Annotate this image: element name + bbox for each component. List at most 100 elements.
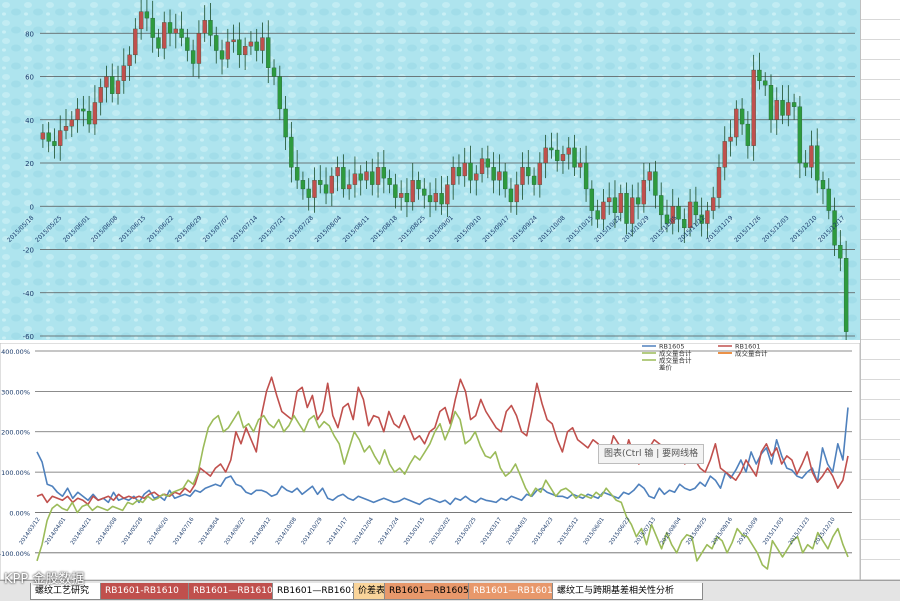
candle-body — [294, 167, 300, 181]
candle-body — [242, 46, 248, 56]
candle — [427, 182, 433, 218]
candle-body — [601, 201, 606, 220]
candle — [81, 95, 86, 127]
candle-body — [549, 147, 554, 151]
sheet-tab[interactable]: RB1601—RB1601 — [468, 583, 553, 600]
candle-body — [144, 11, 150, 19]
candle — [115, 65, 121, 105]
candle — [346, 169, 352, 200]
candle — [641, 163, 647, 213]
candle-body — [607, 197, 612, 203]
candle — [485, 145, 491, 179]
candle — [791, 93, 797, 120]
candle-body — [676, 206, 681, 220]
candle-body — [774, 100, 779, 120]
candle-body — [173, 28, 178, 34]
candle-body — [306, 188, 311, 198]
y-tick-label: 400.00% — [1, 348, 30, 356]
candle-body — [641, 180, 647, 205]
candle-body — [86, 110, 92, 125]
candle-body — [410, 180, 415, 203]
candle — [630, 184, 635, 237]
candle-body — [63, 126, 69, 131]
candle — [589, 180, 595, 226]
candle — [398, 180, 404, 211]
candle-body — [289, 136, 294, 168]
sheet-tab[interactable]: RB1601-RB1610 — [100, 583, 189, 600]
candle-body — [375, 167, 381, 185]
candle-body — [728, 136, 733, 142]
candle-body — [659, 195, 664, 216]
candle — [809, 130, 814, 179]
candle-body — [329, 175, 334, 194]
candle-body — [150, 17, 155, 38]
candle — [820, 171, 826, 205]
candle — [341, 154, 346, 198]
candle-body — [69, 119, 74, 127]
candle — [797, 95, 803, 179]
candle — [537, 152, 543, 198]
candle-body — [358, 173, 363, 181]
candle — [185, 28, 190, 62]
candle — [150, 0, 155, 53]
candle-body — [739, 108, 745, 125]
y-tick-label: 0.00% — [9, 509, 30, 517]
candle-body — [162, 22, 167, 49]
candle — [549, 132, 554, 159]
candle-body — [797, 106, 803, 164]
candle-body — [138, 11, 144, 30]
candle-body — [572, 147, 577, 168]
series-line — [36, 410, 849, 570]
candle-body — [612, 197, 618, 213]
candle-body — [531, 175, 537, 185]
candle — [433, 178, 439, 211]
candle — [387, 169, 392, 194]
plot-background — [0, 343, 860, 580]
candle-body — [722, 141, 727, 168]
candle — [110, 63, 115, 103]
legend-label: 差价 — [659, 363, 673, 372]
candle — [635, 182, 641, 220]
candle — [670, 188, 675, 235]
sheet-tab[interactable]: RB1601—RB1610 — [188, 583, 273, 600]
candle — [676, 197, 681, 233]
candle — [335, 156, 340, 192]
candle-body — [393, 184, 398, 198]
candle-body — [352, 173, 358, 185]
candle-body — [791, 102, 797, 107]
candle-body — [543, 147, 548, 164]
candle — [381, 150, 386, 194]
y-tick-label: 20 — [25, 160, 34, 168]
candle — [92, 85, 98, 135]
candle-body — [196, 33, 202, 64]
candle — [456, 154, 462, 185]
candle — [780, 85, 785, 125]
candle — [624, 182, 629, 235]
candle-body — [664, 214, 670, 224]
candle-body — [624, 193, 629, 224]
y-tick-label: 200.00% — [1, 429, 30, 437]
sheet-tab[interactable]: 螺纹工与跨期基差相关性分析 — [552, 583, 703, 600]
candle-body — [809, 145, 814, 168]
candle — [173, 13, 178, 49]
candle-body — [693, 201, 699, 216]
candle — [751, 54, 756, 161]
candle-body — [127, 54, 132, 66]
candle-body — [133, 28, 138, 56]
sheet-tab[interactable]: RB1601—RB1601 — [272, 583, 354, 600]
candle-body — [416, 180, 421, 190]
sheet-tab-bar: 螺纹工艺研究 RB1601-RB1610 RB1601—RB1610 RB1601—R… — [0, 580, 900, 601]
candle — [734, 100, 739, 146]
sheet-tab[interactable]: 价差表 — [353, 583, 385, 600]
candle-body — [768, 85, 774, 120]
candle — [133, 18, 138, 64]
candle-body — [589, 188, 595, 211]
candle — [664, 199, 670, 233]
candle — [566, 137, 571, 170]
candle-body — [277, 76, 282, 110]
candle-body — [826, 188, 831, 211]
sheet-tab[interactable]: RB1601—RB1605 — [384, 583, 469, 600]
candle-body — [555, 149, 560, 161]
candle — [543, 134, 548, 179]
